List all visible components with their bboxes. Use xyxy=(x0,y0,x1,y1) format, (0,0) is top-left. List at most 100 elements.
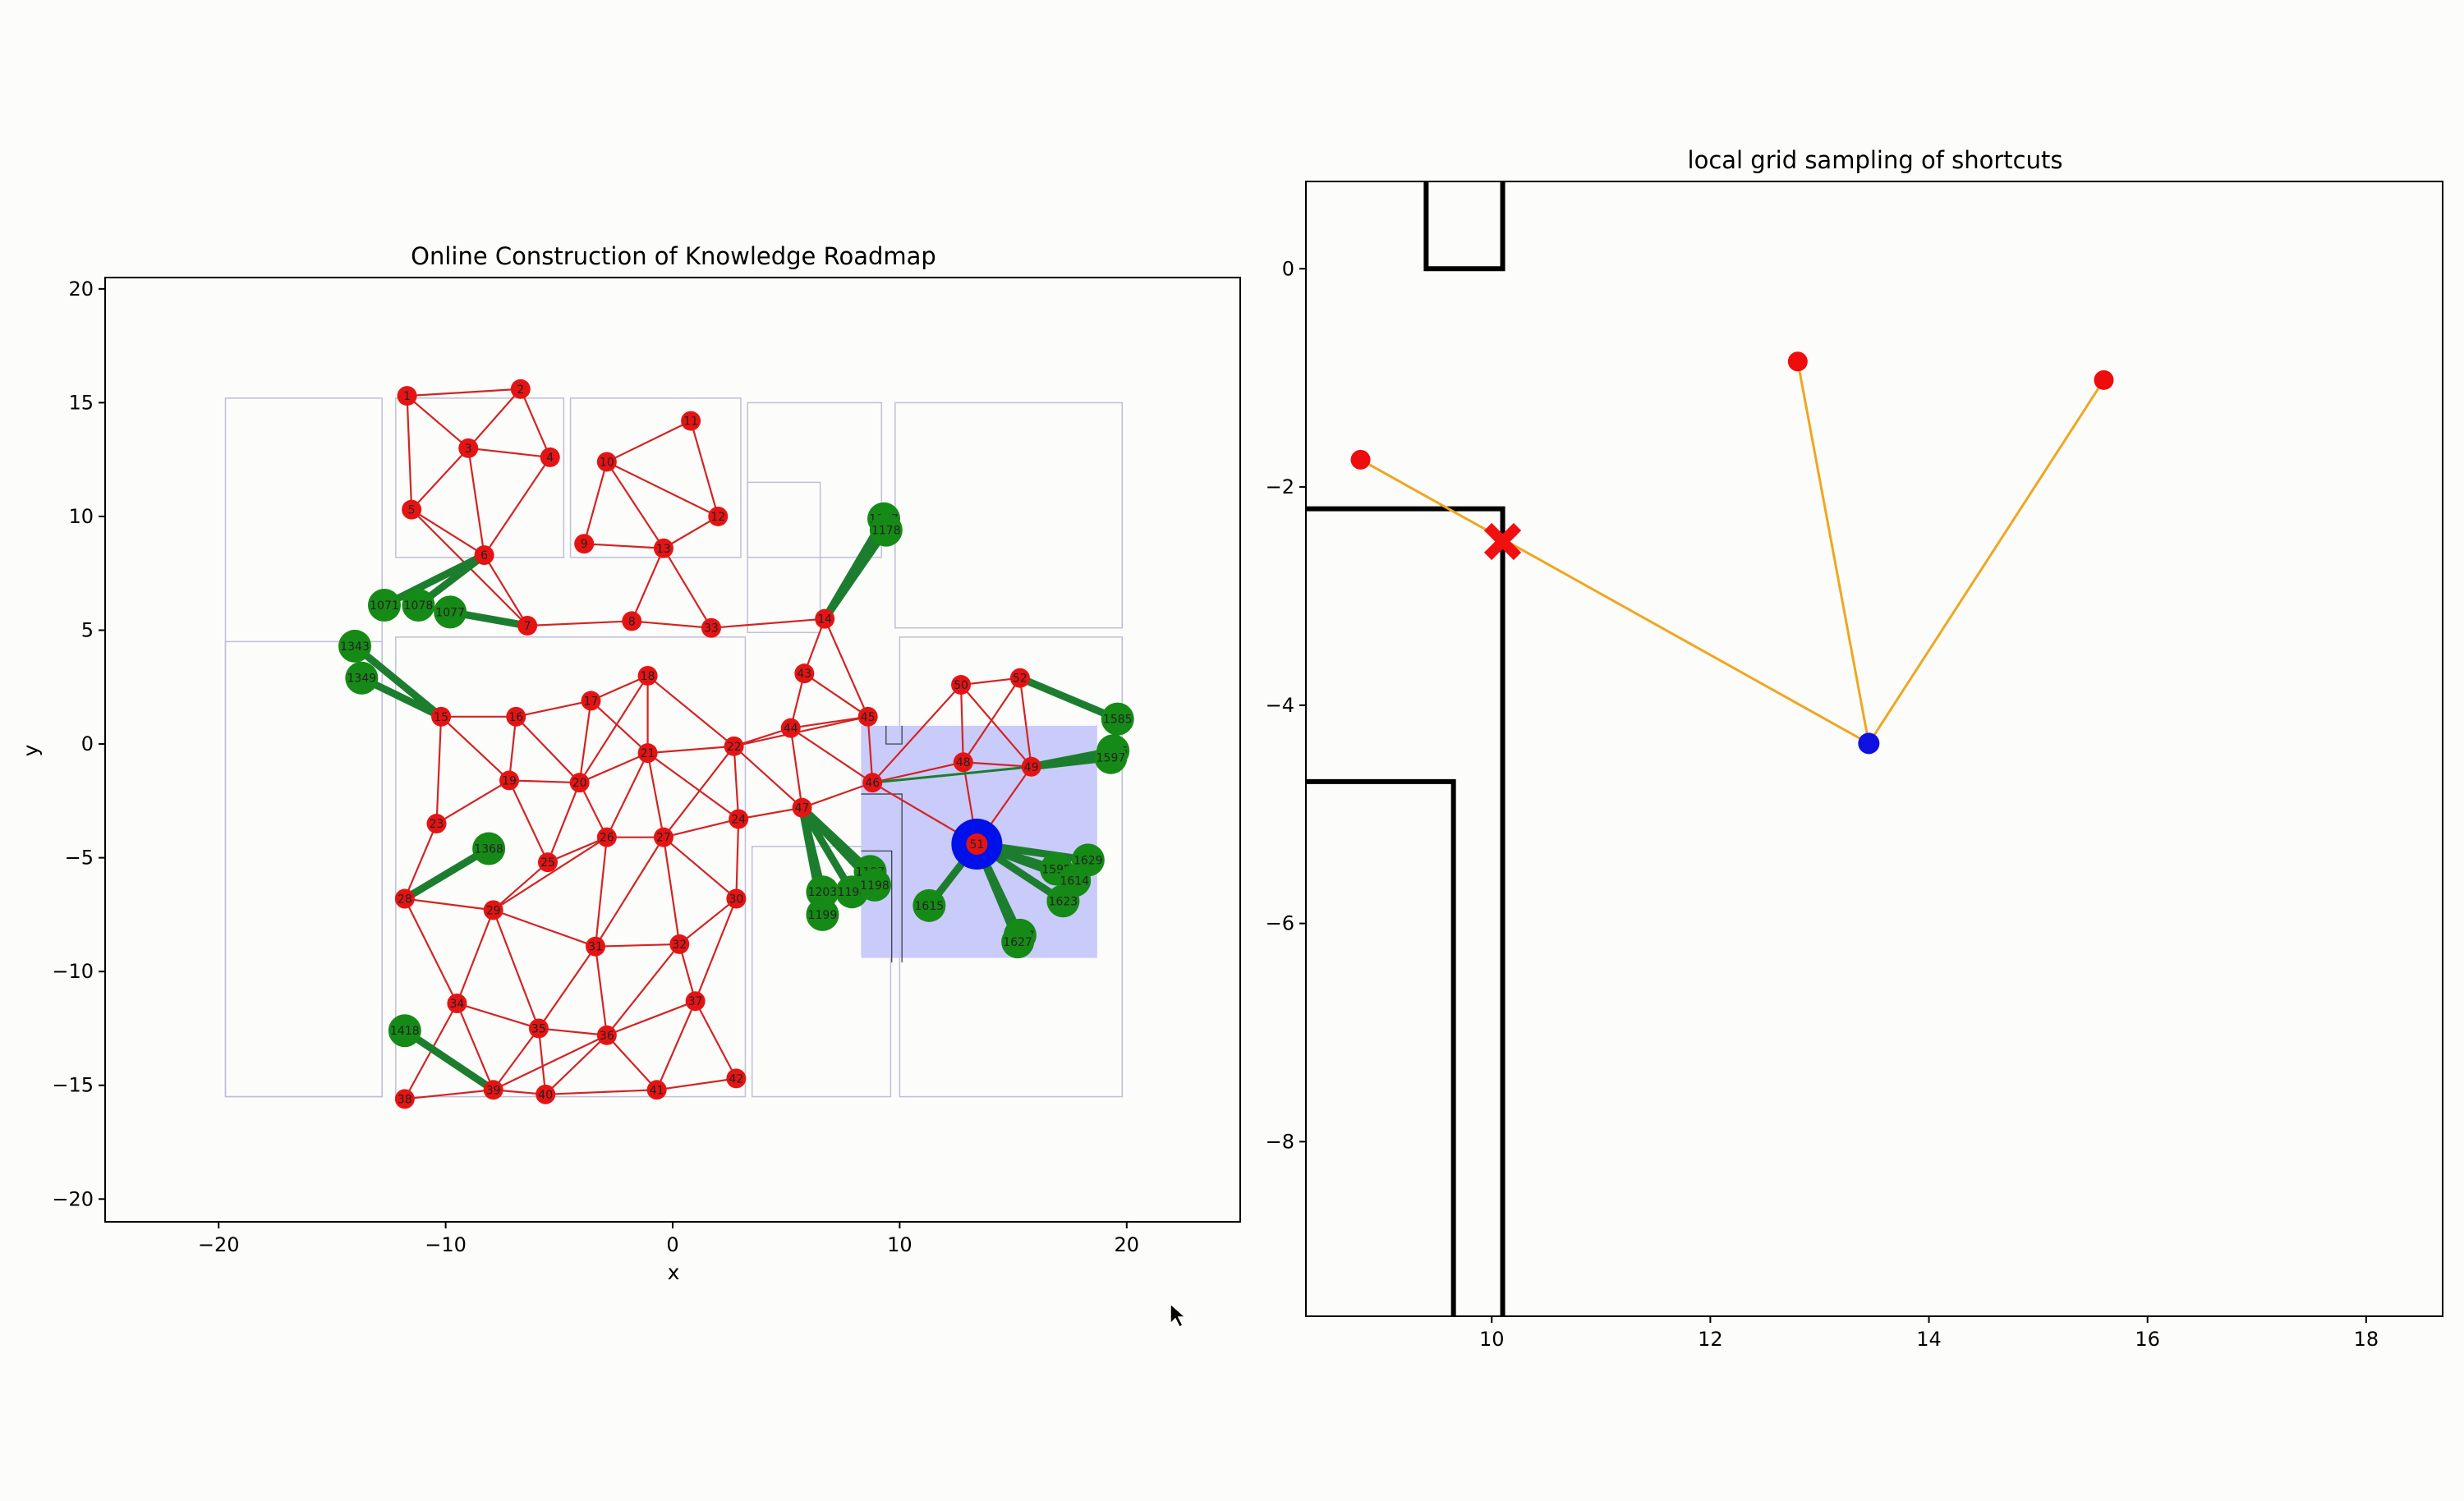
shortcut-node xyxy=(338,629,372,663)
roadmap-node xyxy=(596,452,617,472)
roadmap-edge xyxy=(646,675,735,747)
shortcut-node xyxy=(913,888,946,922)
roadmap-node-label: 36 xyxy=(600,1030,614,1043)
roadmap-node xyxy=(701,617,721,638)
roadmap-node-label: 50 xyxy=(954,679,968,692)
y-tick-label: −20 xyxy=(52,1187,94,1210)
roadmap-node xyxy=(458,438,479,458)
roadmap-node xyxy=(857,706,878,727)
shortcut-node xyxy=(345,661,379,695)
roadmap-node-label: 27 xyxy=(656,832,671,845)
roadmap-edge xyxy=(663,746,735,838)
roadmap-node-label: 22 xyxy=(727,741,742,754)
roadmap-edge xyxy=(579,752,649,784)
local-ticks: 10 12 14 16 18 0 −2 −4 −6 −8 xyxy=(1266,257,2379,1351)
roadmap-node-label: 46 xyxy=(865,777,880,790)
y-tick-label: 20 xyxy=(68,278,94,301)
roadmap-edge xyxy=(789,728,803,808)
roadmap-edge xyxy=(435,779,510,825)
roadmap-edge xyxy=(411,508,485,557)
roadmap-node-label: 6 xyxy=(480,549,488,562)
roadmap-node xyxy=(536,1084,556,1104)
roadmap-edge xyxy=(483,554,529,627)
mouse-cursor-icon xyxy=(1170,1302,1187,1329)
y-tick-label: 15 xyxy=(68,391,94,414)
floorplan-walls xyxy=(224,397,1124,1098)
roadmap-edge xyxy=(468,447,550,459)
roadmap-node xyxy=(540,447,560,467)
roadmap-node-label: 26 xyxy=(600,832,614,845)
roadmap-node xyxy=(574,534,595,554)
roadmap-node-label: 29 xyxy=(486,904,501,917)
roadmap-edge xyxy=(647,745,734,755)
roadmap-node-label: 14 xyxy=(817,613,832,627)
roadmap-title: Online Construction of Knowledge Roadmap xyxy=(411,242,936,270)
roadmap-edge xyxy=(546,782,581,863)
roadmap-edge xyxy=(545,1089,657,1095)
roadmap-node-label: 8 xyxy=(628,615,636,628)
roadmap-edge xyxy=(735,819,740,899)
roadmap-edge xyxy=(663,516,719,549)
shortcut-node xyxy=(367,589,401,622)
roadmap-edge xyxy=(508,716,517,781)
roadmap-node xyxy=(729,809,749,829)
roadmap-node-label: 11 xyxy=(683,415,698,429)
shortcut-edge xyxy=(402,1027,496,1094)
local-grid-title: local grid sampling of shortcuts xyxy=(1688,146,2063,174)
shortcut-node xyxy=(806,875,839,909)
shortcut-node xyxy=(388,1014,421,1048)
x-tick-label: −10 xyxy=(425,1233,467,1256)
x-tick-label: 20 xyxy=(1115,1233,1140,1256)
roadmap-node xyxy=(431,706,452,727)
roadmap-node-label: 33 xyxy=(704,622,719,636)
roadmap-node-label: 32 xyxy=(672,939,687,952)
roadmap-node-label: 34 xyxy=(450,998,465,1011)
roadmap-node-label: 16 xyxy=(508,711,523,724)
local-walls xyxy=(1306,181,1506,1316)
roadmap-node-label: 5 xyxy=(408,504,416,517)
roadmap-node xyxy=(637,665,658,686)
roadmap-edge xyxy=(508,779,580,784)
roadmap-edge xyxy=(545,1034,608,1095)
roadmap-edge xyxy=(663,818,739,838)
x-tick-label: 16 xyxy=(2135,1328,2160,1351)
roadmap-node xyxy=(780,718,801,738)
roadmap-edge xyxy=(606,1000,696,1036)
roadmap-node-label: 23 xyxy=(430,818,444,831)
roadmap-edge xyxy=(594,837,608,947)
y-tick-label: 0 xyxy=(1282,257,1294,280)
roadmap-node xyxy=(951,675,972,695)
y-tick-label: 5 xyxy=(81,619,94,642)
roadmap-edge xyxy=(663,548,712,629)
shortcut-node-label: 1071 xyxy=(370,599,399,613)
roadmap-node xyxy=(402,499,422,520)
roadmap-node xyxy=(528,1018,549,1039)
roadmap-ylabel: y xyxy=(19,744,43,756)
blocked-x-marker xyxy=(1483,522,1522,561)
x-tick-label: 14 xyxy=(1916,1328,1942,1351)
roadmap-node xyxy=(1021,756,1041,777)
roadmap-edge xyxy=(584,543,664,549)
shortcut-node-label: 1078 xyxy=(404,599,434,613)
roadmap-edge xyxy=(578,675,649,783)
floorplan-wall xyxy=(747,402,883,558)
roadmap-edge xyxy=(962,677,1021,763)
roadmap-node xyxy=(581,691,601,711)
roadmap-edge xyxy=(595,837,664,948)
roadmap-node-label: 18 xyxy=(641,670,655,683)
roadmap-node xyxy=(426,814,447,834)
roadmap-node xyxy=(483,1080,503,1100)
shortcut-node xyxy=(1001,925,1035,959)
roadmap-edge xyxy=(605,461,664,549)
roadmap-edge xyxy=(456,1003,494,1090)
region-wall xyxy=(861,850,893,963)
roadmap-node-label: 17 xyxy=(584,695,599,708)
roadmap-edge xyxy=(694,898,738,1002)
shortcut-node-label: 1198 xyxy=(860,879,890,893)
roadmap-node-label: 40 xyxy=(538,1089,553,1102)
roadmap-node xyxy=(726,1068,747,1089)
roadmap-edge xyxy=(411,448,470,511)
roadmap-node xyxy=(537,852,558,873)
roadmap-edge xyxy=(493,1034,608,1091)
